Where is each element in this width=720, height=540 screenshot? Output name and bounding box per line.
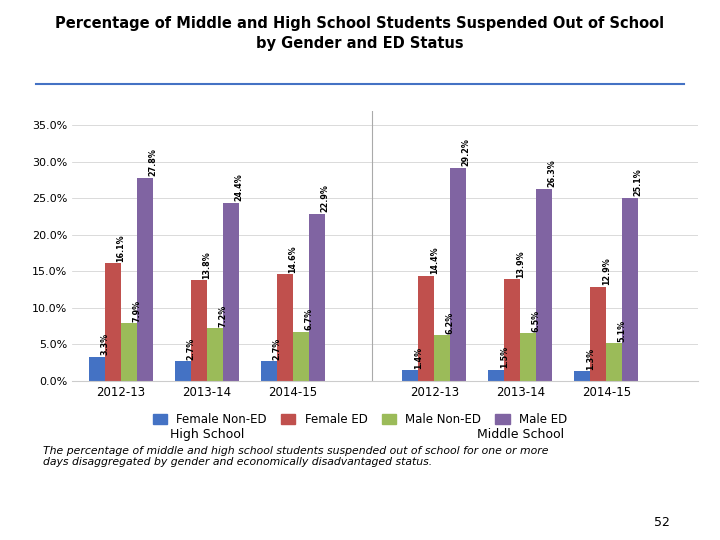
Text: Percentage of Middle and High School Students Suspended Out of School
by Gender : Percentage of Middle and High School Stu… [55,16,665,51]
Bar [536,189,552,381]
Bar [261,361,277,381]
Bar [450,167,467,381]
Text: 52: 52 [654,516,670,529]
Text: 3.3%: 3.3% [101,333,109,355]
Bar [606,343,622,381]
Text: 26.3%: 26.3% [548,160,557,187]
Text: 6.5%: 6.5% [532,309,541,332]
Legend: Female Non-ED, Female ED, Male Non-ED, Male ED: Female Non-ED, Female ED, Male Non-ED, M… [148,408,572,430]
Bar [277,274,293,381]
Bar [191,280,207,381]
Bar [504,279,521,381]
Text: 1.4%: 1.4% [414,347,423,369]
Bar [622,198,639,381]
Bar [418,275,434,381]
Bar [521,333,536,381]
Text: 2.7%: 2.7% [186,338,196,360]
Bar [137,178,153,381]
Text: Middle School: Middle School [477,428,564,441]
Bar [575,371,590,381]
Text: 16.1%: 16.1% [117,234,125,262]
Bar [175,361,191,381]
Bar [434,335,450,381]
Bar [89,356,105,381]
Text: 5.1%: 5.1% [618,320,627,342]
Bar [121,323,137,381]
Text: 12.9%: 12.9% [602,258,611,285]
Bar [488,370,504,381]
Text: 6.2%: 6.2% [446,312,455,334]
Text: 22.9%: 22.9% [320,184,330,212]
Text: 7.2%: 7.2% [219,305,228,327]
Text: 14.6%: 14.6% [289,245,297,273]
Text: The percentage of middle and high school students suspended out of school for on: The percentage of middle and high school… [43,446,549,467]
Text: 25.1%: 25.1% [634,168,643,196]
Bar [105,263,121,381]
Text: 24.4%: 24.4% [235,173,243,201]
Bar [402,370,418,381]
Bar [309,214,325,381]
Bar [293,332,309,381]
Text: 1.5%: 1.5% [500,346,509,368]
Text: 7.9%: 7.9% [132,300,142,322]
Text: High School: High School [170,428,244,441]
Text: 29.2%: 29.2% [462,138,471,166]
Text: 14.4%: 14.4% [430,247,438,274]
Text: 13.9%: 13.9% [516,250,525,278]
Text: 2.7%: 2.7% [273,338,282,360]
Bar [223,202,239,381]
Bar [590,287,606,381]
Text: 13.8%: 13.8% [202,251,212,279]
Text: 27.8%: 27.8% [148,148,158,177]
Bar [207,328,223,381]
Text: 6.7%: 6.7% [305,308,314,330]
Text: 1.3%: 1.3% [586,348,595,370]
